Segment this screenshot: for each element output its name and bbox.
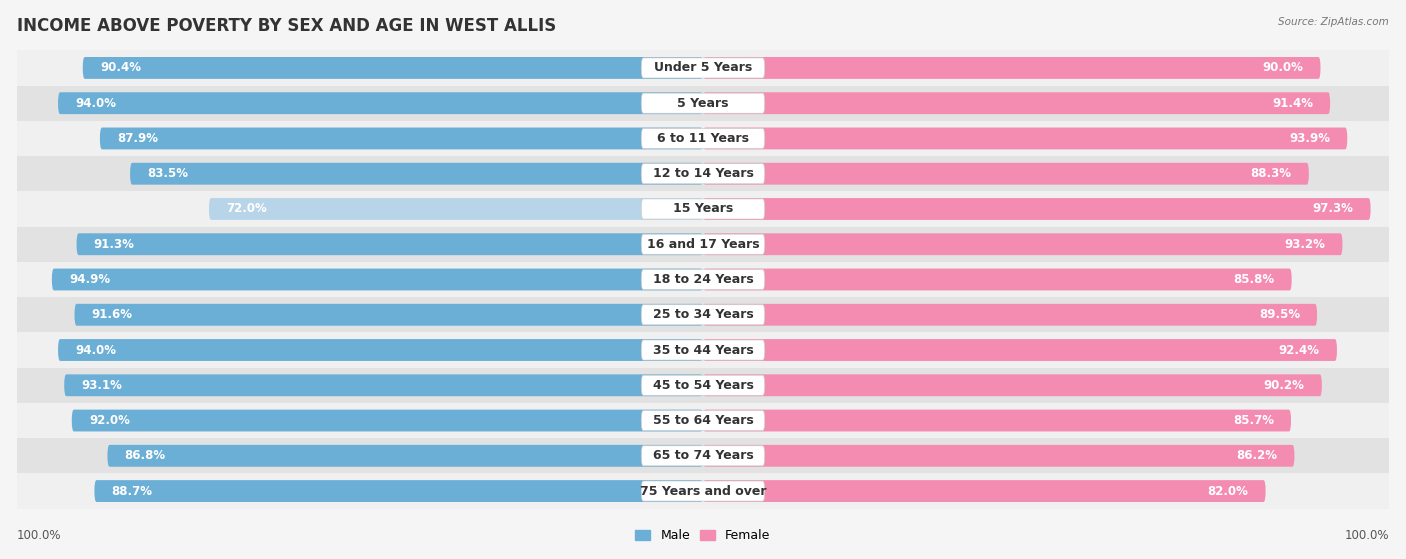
Text: 25 to 34 Years: 25 to 34 Years xyxy=(652,308,754,321)
Bar xyxy=(17,438,1389,473)
Bar xyxy=(17,262,1389,297)
Bar xyxy=(17,121,1389,156)
Text: 12 to 14 Years: 12 to 14 Years xyxy=(652,167,754,180)
Bar xyxy=(17,473,1389,509)
Text: 100.0%: 100.0% xyxy=(1344,529,1389,542)
Text: 94.0%: 94.0% xyxy=(75,97,117,110)
Text: 90.0%: 90.0% xyxy=(1263,61,1303,74)
FancyBboxPatch shape xyxy=(65,375,703,396)
Text: 65 to 74 Years: 65 to 74 Years xyxy=(652,449,754,462)
FancyBboxPatch shape xyxy=(641,375,765,395)
Text: 89.5%: 89.5% xyxy=(1258,308,1301,321)
Text: 94.0%: 94.0% xyxy=(75,344,117,357)
FancyBboxPatch shape xyxy=(94,480,703,502)
Text: 6 to 11 Years: 6 to 11 Years xyxy=(657,132,749,145)
Text: 16 and 17 Years: 16 and 17 Years xyxy=(647,238,759,251)
Bar xyxy=(17,368,1389,403)
Bar xyxy=(17,191,1389,226)
Text: 91.6%: 91.6% xyxy=(91,308,132,321)
FancyBboxPatch shape xyxy=(703,233,1343,255)
FancyBboxPatch shape xyxy=(703,198,1371,220)
FancyBboxPatch shape xyxy=(703,268,1292,291)
Text: Source: ZipAtlas.com: Source: ZipAtlas.com xyxy=(1278,17,1389,27)
Text: 97.3%: 97.3% xyxy=(1313,202,1354,215)
FancyBboxPatch shape xyxy=(72,410,703,432)
FancyBboxPatch shape xyxy=(641,269,765,290)
Text: 91.4%: 91.4% xyxy=(1272,97,1313,110)
Text: 88.3%: 88.3% xyxy=(1251,167,1292,180)
FancyBboxPatch shape xyxy=(641,93,765,113)
Text: 93.2%: 93.2% xyxy=(1285,238,1326,251)
FancyBboxPatch shape xyxy=(52,268,703,291)
Text: 45 to 54 Years: 45 to 54 Years xyxy=(652,379,754,392)
FancyBboxPatch shape xyxy=(703,304,1317,326)
FancyBboxPatch shape xyxy=(703,92,1330,114)
FancyBboxPatch shape xyxy=(703,480,1265,502)
FancyBboxPatch shape xyxy=(641,58,765,78)
Text: 85.7%: 85.7% xyxy=(1233,414,1274,427)
FancyBboxPatch shape xyxy=(703,163,1309,184)
Bar xyxy=(17,297,1389,333)
Text: 92.0%: 92.0% xyxy=(89,414,129,427)
Text: Under 5 Years: Under 5 Years xyxy=(654,61,752,74)
Text: 86.2%: 86.2% xyxy=(1236,449,1277,462)
Bar xyxy=(17,156,1389,191)
Text: 90.2%: 90.2% xyxy=(1264,379,1305,392)
FancyBboxPatch shape xyxy=(641,199,765,219)
Bar xyxy=(17,50,1389,86)
Text: 92.4%: 92.4% xyxy=(1279,344,1320,357)
FancyBboxPatch shape xyxy=(75,304,703,326)
Text: 82.0%: 82.0% xyxy=(1208,485,1249,498)
Bar xyxy=(17,86,1389,121)
Text: 5 Years: 5 Years xyxy=(678,97,728,110)
FancyBboxPatch shape xyxy=(703,127,1347,149)
Legend: Male, Female: Male, Female xyxy=(630,524,776,547)
FancyBboxPatch shape xyxy=(107,445,703,467)
FancyBboxPatch shape xyxy=(76,233,703,255)
FancyBboxPatch shape xyxy=(131,163,703,184)
FancyBboxPatch shape xyxy=(641,129,765,149)
FancyBboxPatch shape xyxy=(641,481,765,501)
FancyBboxPatch shape xyxy=(209,198,703,220)
Text: 85.8%: 85.8% xyxy=(1233,273,1275,286)
Text: 100.0%: 100.0% xyxy=(17,529,62,542)
FancyBboxPatch shape xyxy=(641,340,765,360)
FancyBboxPatch shape xyxy=(641,446,765,466)
Text: 90.4%: 90.4% xyxy=(100,61,141,74)
Text: 93.9%: 93.9% xyxy=(1289,132,1330,145)
FancyBboxPatch shape xyxy=(83,57,703,79)
FancyBboxPatch shape xyxy=(641,305,765,325)
Text: 87.9%: 87.9% xyxy=(117,132,157,145)
FancyBboxPatch shape xyxy=(703,375,1322,396)
FancyBboxPatch shape xyxy=(641,234,765,254)
Text: 93.1%: 93.1% xyxy=(82,379,122,392)
FancyBboxPatch shape xyxy=(703,410,1291,432)
Bar xyxy=(17,226,1389,262)
Text: 75 Years and over: 75 Years and over xyxy=(640,485,766,498)
FancyBboxPatch shape xyxy=(703,339,1337,361)
FancyBboxPatch shape xyxy=(58,92,703,114)
Text: 35 to 44 Years: 35 to 44 Years xyxy=(652,344,754,357)
Text: 72.0%: 72.0% xyxy=(226,202,267,215)
Bar xyxy=(17,333,1389,368)
FancyBboxPatch shape xyxy=(641,410,765,430)
Text: 94.9%: 94.9% xyxy=(69,273,110,286)
FancyBboxPatch shape xyxy=(703,445,1295,467)
FancyBboxPatch shape xyxy=(100,127,703,149)
Text: 18 to 24 Years: 18 to 24 Years xyxy=(652,273,754,286)
Text: 86.8%: 86.8% xyxy=(125,449,166,462)
FancyBboxPatch shape xyxy=(703,57,1320,79)
FancyBboxPatch shape xyxy=(58,339,703,361)
Text: 88.7%: 88.7% xyxy=(111,485,153,498)
Bar xyxy=(17,403,1389,438)
Text: 83.5%: 83.5% xyxy=(148,167,188,180)
Text: 91.3%: 91.3% xyxy=(94,238,135,251)
Text: 15 Years: 15 Years xyxy=(673,202,733,215)
FancyBboxPatch shape xyxy=(641,164,765,184)
Text: INCOME ABOVE POVERTY BY SEX AND AGE IN WEST ALLIS: INCOME ABOVE POVERTY BY SEX AND AGE IN W… xyxy=(17,17,557,35)
Text: 55 to 64 Years: 55 to 64 Years xyxy=(652,414,754,427)
